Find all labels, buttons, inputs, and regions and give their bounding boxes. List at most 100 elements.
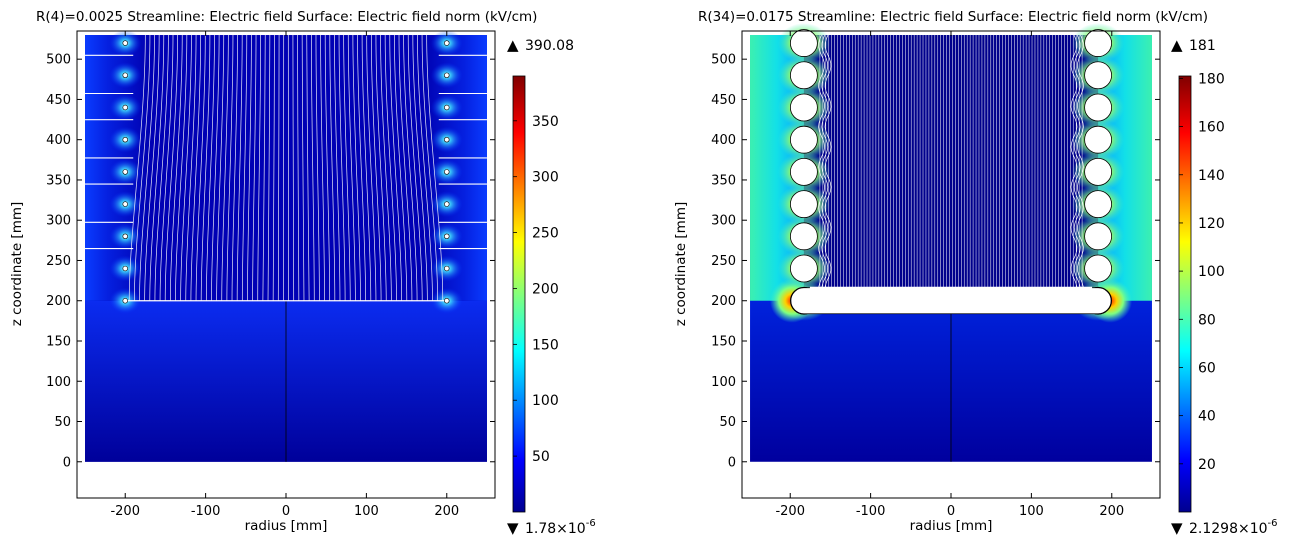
chart-title: R(4)=0.0025 Streamline: Electric field S…: [36, 9, 537, 25]
conductor-ring: [789, 222, 818, 251]
streamline: [384, 35, 397, 301]
min-marker-icon: ▼: [1171, 519, 1183, 537]
conductor-ring: [444, 169, 450, 175]
streamline: [347, 35, 356, 301]
colorbar-tick-label: 200: [532, 281, 559, 297]
colorbar-tick-label: 50: [532, 449, 550, 465]
streamline: [205, 35, 215, 301]
y-axis-label: z coordinate [mm]: [673, 202, 689, 327]
conductor-ring: [1084, 222, 1113, 251]
conductor-ring: [789, 61, 818, 90]
conductor-ring: [122, 298, 128, 304]
y-tick-label: 250: [46, 254, 71, 269]
colorbar: ▲ 181 20 40 60 80 100 120 140 160 180 ▼ 2.1298×1…: [1171, 36, 1278, 537]
conductor-ring: [789, 158, 818, 186]
conductor-ring: [789, 93, 818, 122]
streamline: [398, 35, 413, 301]
x-tick-label: -200: [110, 504, 140, 519]
y-axis-ticks: 0 50 100 150 200 250 300 350 400 450 500: [711, 53, 1160, 470]
y-tick-label: 0: [63, 455, 71, 470]
streamline: [366, 35, 377, 301]
colorbar-tick-label: 100: [532, 393, 559, 409]
x-axis-label: radius [mm]: [245, 518, 328, 534]
max-marker-icon: ▲: [1171, 36, 1183, 54]
conductor-ring: [1084, 93, 1113, 122]
colorbar-tick-label: 150: [532, 337, 559, 353]
streamline: [1073, 34, 1081, 296]
x-tick-label: 200: [1099, 504, 1124, 519]
streamline: [352, 35, 361, 301]
x-tick-label: -100: [856, 504, 886, 519]
streamline: [417, 35, 433, 301]
x-tick-label: 0: [282, 504, 290, 519]
streamline: [134, 35, 151, 301]
streamline: [311, 35, 315, 301]
x-tick-label: -200: [775, 504, 805, 519]
colorbar: ▲ 390.08 50 100 150 200 250 300 350 ▼ 1.78×10-…: [507, 36, 596, 537]
streamlines: [85, 28, 487, 302]
max-marker-icon: ▲: [507, 36, 519, 54]
streamline: [824, 34, 832, 296]
x-tick-label: 100: [354, 504, 379, 519]
y-tick-label: 450: [46, 93, 71, 108]
y-tick-label: 200: [711, 294, 736, 309]
streamline: [297, 35, 300, 301]
conductor-ring: [1084, 125, 1113, 154]
streamline: [164, 35, 178, 301]
y-tick-label: 100: [46, 375, 71, 390]
x-axis-label: radius [mm]: [910, 518, 993, 534]
y-tick-label: 200: [46, 294, 71, 309]
streamline: [272, 35, 275, 301]
x-tick-label: -100: [191, 504, 221, 519]
colorbar-tick-label: 60: [1198, 360, 1216, 376]
conductor-ring: [444, 40, 450, 46]
conductor-ring: [122, 201, 128, 207]
conductor-ring: [789, 190, 818, 219]
streamline: [421, 35, 438, 301]
streamline: [195, 35, 206, 301]
conductor-ring: [1084, 158, 1113, 186]
y-tick-label: 500: [46, 53, 71, 68]
streamline: [236, 35, 243, 301]
streamline: [394, 35, 408, 301]
streamline: [241, 35, 248, 301]
conductor-rings: [122, 40, 450, 304]
streamline: [267, 35, 271, 301]
conductor-ring: [789, 125, 818, 154]
y-tick-label: 100: [711, 375, 736, 390]
conductor-ring: [122, 265, 128, 272]
x-tick-label: 0: [947, 504, 955, 519]
colorbar-tick-label: 250: [532, 226, 559, 242]
conductor-ring: [444, 104, 450, 111]
y-axis-ticks: 0 50 100 150 200 250 300 350 400 450 500: [46, 53, 495, 470]
colorbar-tick-label: 20: [1198, 457, 1216, 473]
streamline: [306, 35, 310, 301]
conductor-ring: [1084, 254, 1113, 283]
streamline: [370, 35, 382, 301]
streamline: [231, 35, 238, 301]
streamline: [1077, 34, 1084, 296]
conductor-ring: [444, 298, 450, 304]
y-tick-label: 150: [46, 334, 71, 349]
streamline: [144, 35, 160, 301]
colorbar-max: 390.08: [525, 38, 574, 54]
streamlines: [818, 34, 1084, 299]
streamline: [292, 35, 295, 301]
y-tick-label: 300: [46, 214, 71, 229]
conductor-ring: [1084, 29, 1113, 57]
streamline: [320, 35, 325, 301]
colorbar-gradient: [1178, 75, 1192, 513]
streamline: [149, 35, 165, 301]
colorbar-tick-label: 180: [1198, 71, 1225, 87]
streamline: [159, 35, 174, 301]
streamline: [200, 35, 211, 301]
y-tick-label: 0: [728, 455, 736, 470]
streamline: [277, 35, 280, 301]
streamline: [128, 35, 146, 301]
conductor-ring: [789, 254, 818, 283]
chart-title: R(34)=0.0175 Streamline: Electric field …: [698, 9, 1208, 25]
streamline: [180, 35, 192, 301]
colorbar-tick-label: 100: [1198, 264, 1225, 280]
streamline: [361, 35, 372, 301]
